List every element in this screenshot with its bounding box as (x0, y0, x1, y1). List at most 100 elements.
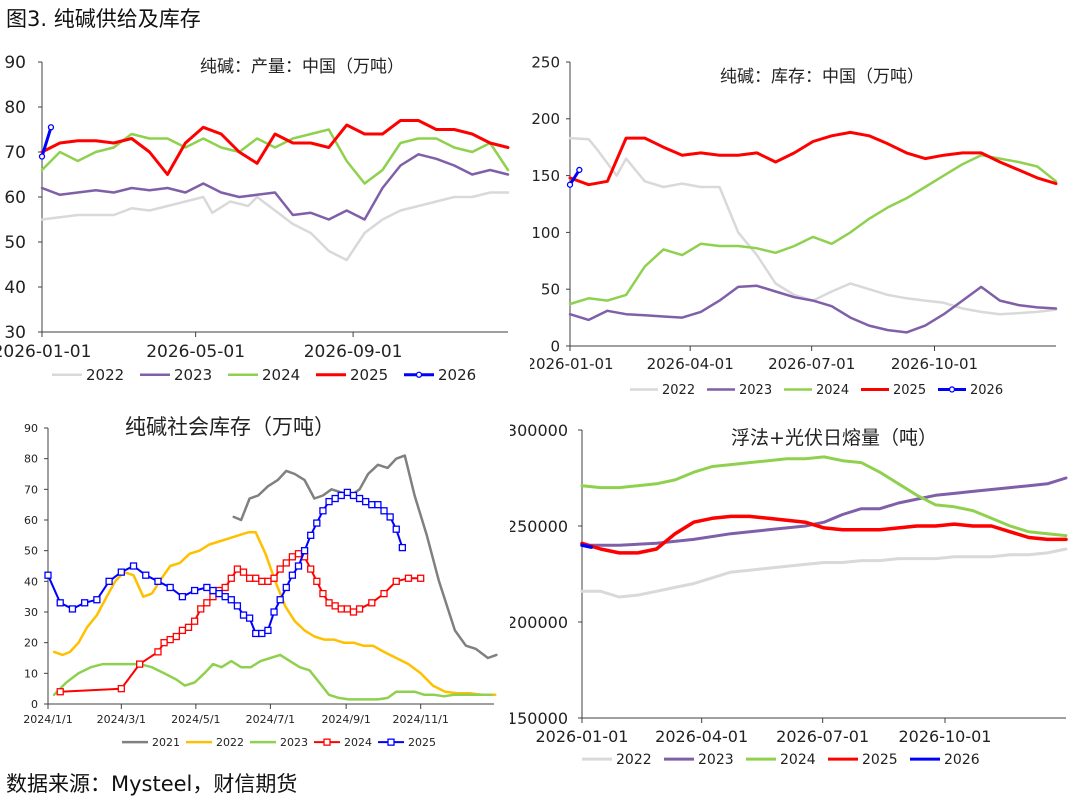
data-point-2026 (576, 166, 583, 174)
data-point-2024 (343, 605, 352, 613)
x-tick-label: 2026-10-01 (899, 727, 992, 746)
data-point-2024 (184, 623, 193, 631)
data-point-2024 (307, 565, 315, 573)
data-point-2024 (233, 565, 242, 573)
data-point-2025 (252, 629, 260, 638)
data-point-2024 (276, 565, 284, 573)
series-line-2022 (40, 191, 510, 262)
data-point-2024 (337, 605, 345, 613)
data-point-2025 (245, 614, 254, 622)
data-point-2024 (325, 599, 333, 607)
data-point-2025 (276, 596, 284, 604)
data-point-2025 (294, 562, 303, 570)
data-point-2025 (44, 571, 52, 579)
chart-title: 浮法+光伏日熔量（吨） (731, 427, 937, 449)
data-point-2025 (68, 605, 77, 613)
y-tick-label: 80 (4, 98, 26, 118)
y-tick-label: 300000 (510, 421, 568, 440)
data-point-2025 (392, 525, 400, 533)
data-point-2025 (380, 507, 388, 515)
data-point-2025 (374, 501, 382, 509)
legend-label-2021: 2021 (152, 736, 180, 749)
legend-label-2022: 2022 (216, 736, 244, 749)
y-tick-label: 50 (4, 233, 26, 253)
data-point-2024 (166, 635, 174, 644)
chart-title: 纯碱：库存：中国（万吨） (720, 67, 924, 87)
x-tick-label: 2026-09-01 (304, 342, 403, 362)
data-point-2025 (227, 596, 235, 604)
chart-production: 30 40 50 60 70 80 90 2026-01-01 2026-05-01 2026-0… (0, 53, 510, 384)
y-tick-label: 90 (4, 53, 26, 73)
data-point-2024 (294, 550, 303, 558)
data-point-2024 (160, 639, 168, 647)
y-tick-label: 70 (4, 143, 26, 163)
data-point-2026 (566, 181, 574, 188)
data-point-2025 (154, 577, 162, 585)
data-point-2026 (38, 153, 46, 160)
data-point-2025 (343, 488, 352, 497)
x-tick-label: 2026-07-01 (776, 727, 869, 746)
data-point-2025 (325, 497, 333, 506)
data-point-2024 (355, 605, 364, 613)
data-point-2024 (178, 626, 187, 635)
y-tick-label: 150000 (510, 709, 568, 728)
x-tick-label: 2026-05-01 (146, 342, 245, 362)
x-tick-label: 2026-10-01 (891, 355, 978, 373)
legend-label-2025: 2025 (350, 366, 388, 384)
data-point-2024 (282, 559, 290, 567)
x-tick-label: 2024/11/1 (392, 713, 448, 726)
y-tick-label: 250000 (510, 517, 568, 536)
legend-label-2025: 2025 (893, 383, 926, 398)
legend-label-2022: 2022 (616, 752, 652, 768)
series-line-2026 (40, 125, 53, 158)
chart-melt-volume: 150000 200000 250000 300000 2026-01-01 2026-0… (510, 421, 1068, 768)
data-point-2024 (190, 617, 199, 625)
series-line-2024 (40, 128, 510, 185)
legend-label-2026: 2026 (438, 366, 476, 384)
data-point-2025 (190, 586, 199, 595)
y-tick-label: 60 (24, 514, 38, 527)
figure-source: 数据来源：Mysteel，财信期货 (6, 772, 298, 796)
data-point-2024 (154, 648, 162, 656)
data-point-2025 (270, 608, 278, 616)
chart-social-inventory: 0 10 20 30 40 50 60 70 80 90 2024/1/1 2024/3/1 2024/… (23, 415, 498, 749)
data-point-2024 (197, 605, 205, 613)
legend-label-2025: 2025 (862, 752, 898, 768)
data-point-2024 (319, 589, 327, 598)
data-point-2025 (337, 491, 345, 500)
y-tick-label: 30 (24, 606, 38, 619)
x-tick-label: 2024/7/1 (246, 713, 295, 726)
data-point-2025 (282, 583, 290, 592)
y-tick-label: 30 (4, 323, 26, 343)
data-point-2024 (331, 602, 339, 610)
chart-inventory: 0 50 100 150 200 250 2026-01-01 2026-04-01 2026-… (530, 53, 1058, 398)
data-point-2024 (117, 685, 125, 693)
y-tick-label: 0 (550, 337, 560, 355)
data-point-2025 (209, 586, 217, 595)
legend-label-2023: 2023 (174, 366, 212, 384)
data-point-2025 (368, 501, 376, 509)
data-point-2025 (264, 626, 272, 635)
data-point-2025 (288, 571, 297, 579)
data-point-2025 (355, 494, 364, 503)
x-tick-label: 2026-01-01 (0, 342, 91, 362)
y-tick-label: 80 (24, 453, 38, 466)
series-line-2023 (568, 284, 1058, 334)
data-point-2025 (313, 519, 321, 527)
x-tick-label: 2026-04-01 (655, 727, 748, 746)
legend-label-2025: 2025 (408, 736, 436, 749)
data-point-2025 (398, 543, 407, 552)
series-line-2022 (580, 547, 1068, 599)
legend-label-2022: 2022 (86, 366, 124, 384)
y-tick-label: 250 (531, 53, 560, 71)
data-point-2024 (221, 583, 229, 592)
legend-marker-2024 (323, 738, 331, 746)
legend-label-2024: 2024 (262, 366, 300, 384)
data-point-2024 (368, 599, 376, 607)
data-point-2024 (203, 599, 211, 607)
data-point-2025 (221, 593, 229, 601)
series-line-2025 (40, 119, 510, 176)
x-tick-label: 2026-01-01 (536, 727, 629, 746)
y-tick-label: 40 (4, 278, 26, 298)
x-tick-label: 2026-01-01 (530, 355, 614, 373)
